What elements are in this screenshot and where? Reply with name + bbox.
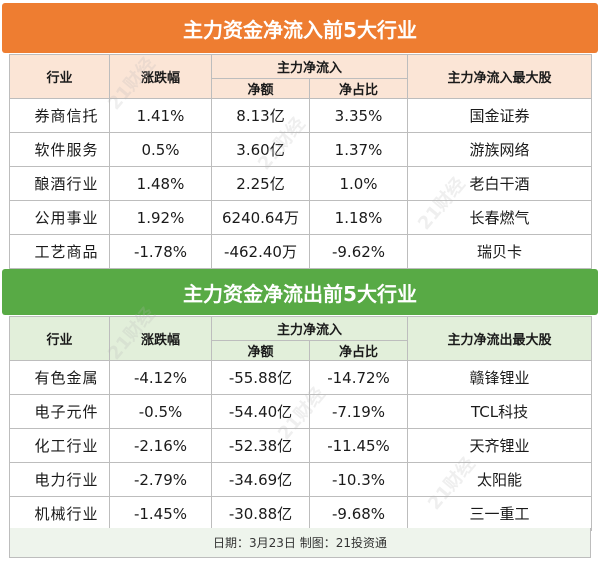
- cell-stock: 天齐锂业: [407, 428, 593, 463]
- cell-change: -4.12%: [109, 360, 212, 395]
- cell-amount: -34.69亿: [211, 462, 310, 497]
- cell-stock: 长春燃气: [407, 200, 593, 235]
- inflow-header-row: 行业 涨跌幅 主力净流入 主力净流入最大股: [9, 54, 593, 99]
- cell-industry: 机械行业: [9, 496, 110, 531]
- header-top-stock: 主力净流出最大股: [407, 316, 593, 361]
- cell-amount: -55.88亿: [211, 360, 310, 395]
- table-row: 酿酒行业 1.48% 2.25亿 1.0% 老白干酒: [9, 166, 593, 201]
- cell-industry: 工艺商品: [9, 234, 110, 269]
- table-row: 软件服务 0.5% 3.60亿 1.37% 游族网络: [9, 132, 593, 167]
- inflow-subheader-row: 净额 净占比: [10, 78, 592, 99]
- header-net-amount: 净额: [211, 78, 310, 99]
- cell-amount: 3.60亿: [211, 132, 310, 167]
- cell-industry: 公用事业: [9, 200, 110, 235]
- header-industry: 行业: [9, 54, 110, 99]
- cell-amount: -30.88亿: [211, 496, 310, 531]
- cell-ratio: -10.3%: [308, 462, 409, 497]
- cell-industry: 化工行业: [9, 428, 110, 463]
- cell-amount: 2.25亿: [211, 166, 310, 201]
- cell-change: 0.5%: [109, 132, 212, 167]
- header-change: 涨跌幅: [109, 316, 212, 361]
- cell-ratio: -14.72%: [308, 360, 409, 395]
- cell-amount: 8.13亿: [211, 98, 310, 133]
- cell-ratio: -9.68%: [308, 496, 409, 531]
- cell-industry: 电子元件: [9, 394, 110, 429]
- cell-change: 1.92%: [109, 200, 212, 235]
- cell-change: -1.45%: [109, 496, 212, 531]
- cell-stock: TCL科技: [407, 394, 593, 429]
- cell-industry: 券商信托: [9, 98, 110, 133]
- cell-stock: 游族网络: [407, 132, 593, 167]
- header-net-amount: 净额: [211, 340, 310, 361]
- inflow-title: 主力资金净流入前5大行业: [2, 3, 598, 53]
- cell-ratio: -7.19%: [308, 394, 409, 429]
- cell-change: -1.78%: [109, 234, 212, 269]
- table-row: 有色金属 -4.12% -55.88亿 -14.72% 赣锋锂业: [9, 360, 593, 395]
- cell-amount: -54.40亿: [211, 394, 310, 429]
- outflow-subheader-row: 净额 净占比: [10, 340, 592, 361]
- cell-change: 1.48%: [109, 166, 212, 201]
- cell-change: -2.79%: [109, 462, 212, 497]
- cell-ratio: 3.35%: [308, 98, 409, 133]
- header-net-group: 主力净流入: [210, 54, 409, 79]
- table-row: 机械行业 -1.45% -30.88亿 -9.68% 三一重工: [9, 496, 593, 531]
- header-net-ratio: 净占比: [308, 340, 409, 361]
- cell-stock: 太阳能: [407, 462, 593, 497]
- cell-ratio: 1.37%: [308, 132, 409, 167]
- cell-amount: -462.40万: [211, 234, 310, 269]
- cell-stock: 国金证券: [407, 98, 593, 133]
- outflow-title: 主力资金净流出前5大行业: [2, 269, 598, 315]
- cell-change: -0.5%: [109, 394, 212, 429]
- table-row: 电力行业 -2.79% -34.69亿 -10.3% 太阳能: [9, 462, 593, 497]
- cell-stock: 赣锋锂业: [407, 360, 593, 395]
- table-row: 券商信托 1.41% 8.13亿 3.35% 国金证券: [9, 98, 593, 133]
- outflow-table: 行业 涨跌幅 主力净流入 主力净流出最大股 净额 净占比 有色金属 -4.12%…: [9, 316, 593, 531]
- cell-ratio: 1.0%: [308, 166, 409, 201]
- outflow-header-row: 行业 涨跌幅 主力净流入 主力净流出最大股: [9, 316, 593, 361]
- footer-caption: 日期：3月23日 制图：21投资通: [9, 528, 591, 558]
- cell-industry: 电力行业: [9, 462, 110, 497]
- header-industry: 行业: [9, 316, 110, 361]
- inflow-table: 行业 涨跌幅 主力净流入 主力净流入最大股 净额 净占比 券商信托 1.41% …: [9, 54, 593, 269]
- header-top-stock: 主力净流入最大股: [407, 54, 593, 99]
- cell-stock: 三一重工: [407, 496, 593, 531]
- cell-industry: 酿酒行业: [9, 166, 110, 201]
- header-net-group: 主力净流入: [210, 316, 409, 341]
- cell-amount: 6240.64万: [211, 200, 310, 235]
- cell-industry: 有色金属: [9, 360, 110, 395]
- cell-change: -2.16%: [109, 428, 212, 463]
- header-net-ratio: 净占比: [308, 78, 409, 99]
- header-change: 涨跌幅: [109, 54, 212, 99]
- cell-change: 1.41%: [109, 98, 212, 133]
- cell-industry: 软件服务: [9, 132, 110, 167]
- table-row: 工艺商品 -1.78% -462.40万 -9.62% 瑞贝卡: [9, 234, 593, 269]
- cell-ratio: -9.62%: [308, 234, 409, 269]
- table-row: 化工行业 -2.16% -52.38亿 -11.45% 天齐锂业: [9, 428, 593, 463]
- cell-stock: 老白干酒: [407, 166, 593, 201]
- table-row: 公用事业 1.92% 6240.64万 1.18% 长春燃气: [9, 200, 593, 235]
- cell-stock: 瑞贝卡: [407, 234, 593, 269]
- cell-ratio: -11.45%: [308, 428, 409, 463]
- cell-ratio: 1.18%: [308, 200, 409, 235]
- table-row: 电子元件 -0.5% -54.40亿 -7.19% TCL科技: [9, 394, 593, 429]
- cell-amount: -52.38亿: [211, 428, 310, 463]
